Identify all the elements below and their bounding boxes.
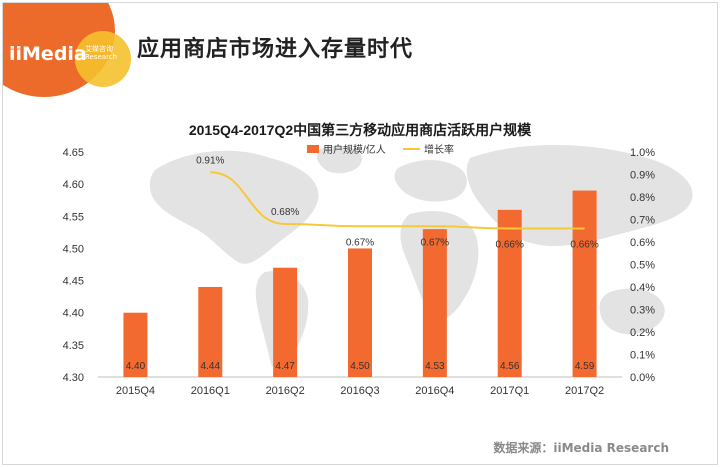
- y-tick-label: 4.35: [63, 340, 84, 352]
- y-axis-left: 4.30 4.35 4.40 4.45 4.50 4.55 4.60 4.65: [63, 147, 84, 384]
- legend: 用户规模/亿人 增长率: [307, 143, 454, 156]
- y-tick-label: 4.45: [63, 276, 84, 288]
- bar-data-label: 4.40: [126, 361, 146, 372]
- x-tick-label: 2016Q4: [415, 385, 454, 397]
- growth-line-series: 0.91% 0.68% 0.67% 0.67% 0.66% 0.66%: [196, 155, 599, 250]
- y2-tick-label: 0.9%: [630, 170, 655, 182]
- bar-series: 4.40 4.44 4.47 4.50 4.53 4.56 4.59: [123, 190, 597, 377]
- y2-tick-label: 0.8%: [630, 192, 655, 204]
- bar: [497, 209, 522, 377]
- map-greenland: [316, 145, 362, 174]
- logo-accent-circle: [75, 31, 131, 87]
- logo-text: iiMedia: [9, 43, 87, 65]
- bar: [422, 229, 447, 377]
- growth-line: [210, 171, 585, 230]
- y-tick-label: 4.40: [63, 308, 84, 320]
- y2-tick-label: 0.7%: [630, 215, 655, 227]
- bar: [123, 312, 148, 377]
- y2-tick-label: 0.6%: [630, 237, 655, 249]
- y2-tick-label: 0.0%: [630, 372, 655, 384]
- bar: [572, 190, 597, 377]
- y2-tick-label: 1.0%: [630, 147, 655, 159]
- logo-sub-en: Research: [85, 53, 118, 61]
- line-data-label: 0.66%: [570, 240, 598, 251]
- y2-tick-label: 0.2%: [630, 327, 655, 339]
- y-tick-label: 4.30: [63, 372, 84, 384]
- page-title: 应用商店市场进入存量时代: [137, 37, 414, 62]
- y2-tick-label: 0.5%: [630, 260, 655, 272]
- y-axis-right: 0.0% 0.1% 0.2% 0.3% 0.4% 0.5% 0.6% 0.7% 0.8% 0.9%…: [630, 147, 655, 384]
- x-axis: 2015Q4 2016Q1 2016Q2 2016Q3 2016Q4 2017Q1 2017…: [116, 385, 604, 397]
- y-tick-label: 4.50: [63, 243, 84, 255]
- line-data-label: 0.91%: [196, 155, 224, 166]
- bar-data-label: 4.44: [201, 361, 221, 372]
- line-data-label: 0.67%: [421, 237, 449, 248]
- chart-title: 2015Q4-2017Q2中国第三方移动应用商店活跃用户规模: [189, 122, 532, 138]
- logo-subtext: 艾媒咨询 Research: [85, 45, 117, 61]
- bar-data-label: 4.50: [350, 361, 370, 372]
- x-tick-label: 2015Q4: [116, 385, 155, 397]
- legend-bar-label: 用户规模/亿人: [323, 143, 386, 156]
- map-europe: [394, 159, 467, 202]
- bar-data-label: 4.56: [500, 361, 520, 372]
- y2-tick-label: 0.1%: [630, 350, 655, 362]
- bar-data-label: 4.59: [575, 361, 595, 372]
- y2-tick-label: 0.3%: [630, 305, 655, 317]
- y-tick-label: 4.65: [63, 147, 84, 159]
- line-data-label: 0.67%: [346, 237, 374, 248]
- map-north-america: [149, 150, 319, 264]
- line-data-label: 0.66%: [496, 240, 524, 251]
- bar: [273, 267, 298, 377]
- x-tick-label: 2017Q2: [565, 385, 604, 397]
- x-tick-label: 2016Q2: [266, 385, 305, 397]
- map-australia: [599, 288, 665, 335]
- line-data-label: 0.68%: [271, 207, 299, 218]
- bar-data-label: 4.53: [425, 361, 445, 372]
- data-source: 数据来源：iiMedia Research: [493, 441, 669, 455]
- legend-line-label: 增长率: [424, 143, 454, 156]
- legend-bar-swatch: [307, 145, 319, 153]
- x-tick-label: 2016Q3: [340, 385, 379, 397]
- bar: [198, 287, 223, 377]
- bar-data-label: 4.47: [275, 361, 295, 372]
- y-tick-label: 4.55: [63, 211, 84, 223]
- x-tick-label: 2017Q1: [490, 385, 529, 397]
- bar: [348, 248, 372, 377]
- y2-tick-label: 0.4%: [630, 282, 655, 294]
- y-tick-label: 4.60: [63, 179, 84, 191]
- logo-sub-cn: 艾媒咨询: [85, 45, 113, 53]
- x-tick-label: 2016Q1: [191, 385, 230, 397]
